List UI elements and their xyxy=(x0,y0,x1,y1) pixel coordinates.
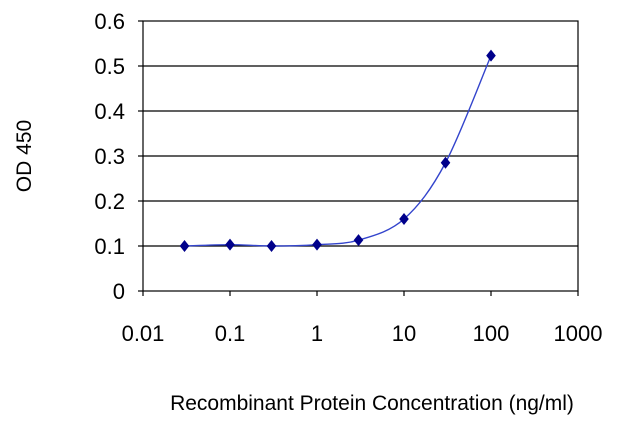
data-point xyxy=(353,234,364,247)
x-tick-label: 1 xyxy=(311,321,323,346)
y-axis-title: OD 450 xyxy=(13,120,36,192)
gridlines xyxy=(143,65,578,247)
x-tick-label: 10 xyxy=(392,321,416,346)
x-tick-label: 0.01 xyxy=(122,321,165,346)
data-point xyxy=(179,240,190,252)
data-point xyxy=(266,240,277,252)
y-tick-label: 0.3 xyxy=(94,144,125,169)
x-tick-label: 1000 xyxy=(554,321,603,346)
y-tick-label: 0 xyxy=(113,279,125,304)
y-tick-label: 0.2 xyxy=(94,189,125,214)
data-markers xyxy=(179,49,496,252)
y-tick-label: 0.1 xyxy=(94,234,125,259)
y-tick-label: 0.5 xyxy=(94,54,125,79)
x-axis-ticks: 0.01 0.1 1 10 100 1000 xyxy=(122,291,603,346)
x-tick-label: 0.1 xyxy=(215,321,246,346)
x-axis-title: Recombinant Protein Concentration (ng/ml… xyxy=(170,392,574,415)
data-point xyxy=(312,238,322,251)
y-tick-label: 0.4 xyxy=(94,99,125,124)
y-tick-label: 0.6 xyxy=(94,9,125,34)
data-point xyxy=(486,49,496,62)
data-point xyxy=(399,213,409,225)
x-tick-label: 100 xyxy=(473,321,510,346)
data-point xyxy=(225,238,235,251)
y-axis-ticks: 0 0.1 0.2 0.3 0.4 0.5 0.6 xyxy=(94,9,143,304)
fitted-curve xyxy=(184,55,492,247)
data-point xyxy=(440,156,451,169)
